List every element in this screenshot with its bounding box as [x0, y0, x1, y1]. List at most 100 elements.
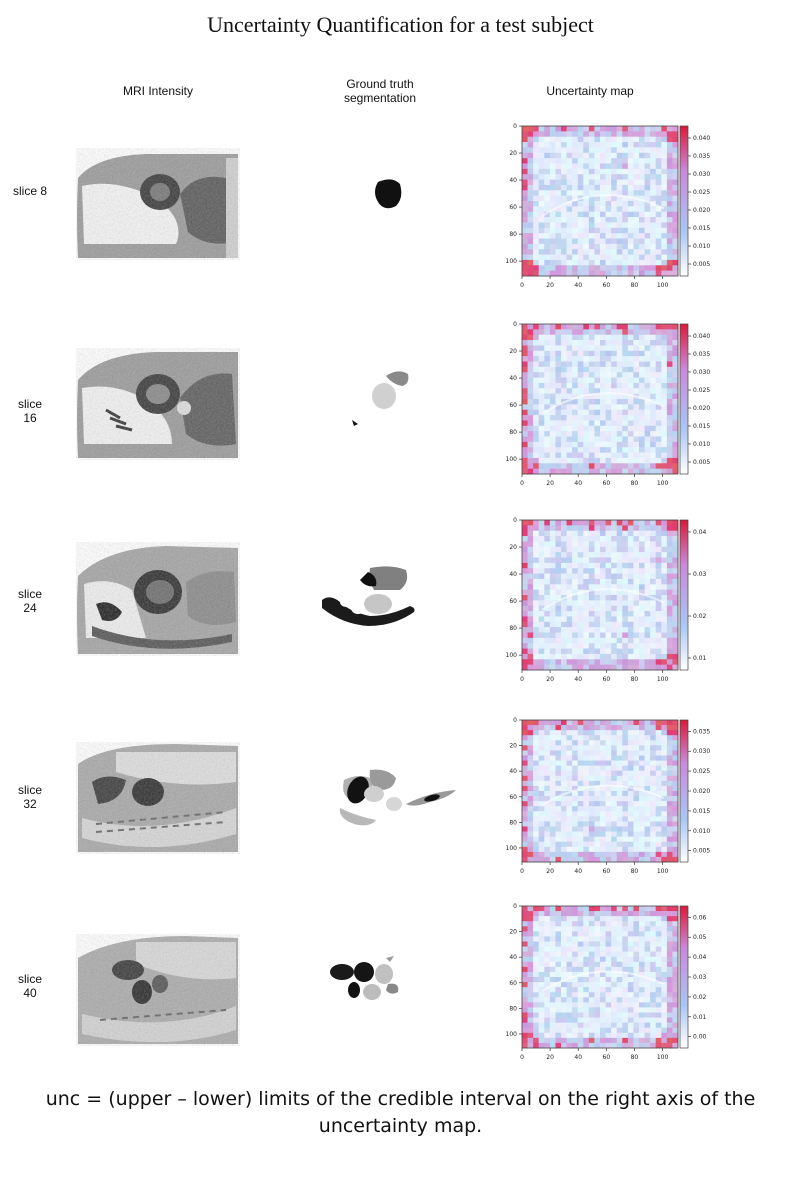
row-label-line2: 40 [23, 986, 37, 1000]
heatmap-cell [672, 621, 679, 628]
heatmap-cell [639, 1032, 645, 1039]
heatmap-cell [555, 184, 562, 191]
heatmap-cell [555, 447, 562, 453]
heatmap-cell [538, 811, 545, 817]
heatmap-cell [577, 525, 584, 532]
heatmap-cell [661, 841, 668, 848]
heatmap-cell [555, 821, 562, 827]
heatmap-cell [600, 195, 606, 202]
heatmap-cell [666, 350, 673, 357]
heatmap-cell [605, 238, 612, 245]
heatmap-cell [672, 382, 679, 389]
heatmap-cell [594, 168, 601, 175]
heatmap-cell [600, 745, 606, 751]
heatmap-cell [549, 366, 556, 373]
heatmap-cell [572, 961, 579, 968]
heatmap-cell [566, 152, 573, 159]
heatmap-cell [622, 436, 629, 443]
heatmap-cell [544, 366, 551, 373]
heatmap-cell [605, 452, 612, 459]
heatmap-cell [522, 791, 528, 797]
heatmap-cell [561, 557, 567, 564]
heatmap-cell [572, 841, 579, 848]
heatmap-cells [522, 520, 679, 671]
heatmap-cell [544, 399, 551, 405]
heatmap-cell [644, 971, 651, 978]
heatmap-cell [616, 530, 623, 537]
heatmap-cell [644, 956, 651, 963]
heatmap-cell [622, 750, 629, 756]
heatmap-cell [566, 926, 573, 932]
heatmap-cell [633, 233, 640, 239]
heatmap-cell [566, 190, 573, 196]
heatmap-cell [627, 831, 634, 837]
heatmap-cell [544, 265, 551, 271]
heatmap-cell [644, 227, 651, 234]
heatmap-cell [555, 841, 562, 848]
heatmap-cell [583, 536, 590, 542]
heatmap-cell [527, 126, 534, 132]
heatmap-cell [522, 152, 528, 159]
heatmap-cell [627, 361, 634, 368]
figure-title: Uncertainty Quantification for a test su… [207, 12, 594, 37]
heatmap-cell [594, 152, 601, 159]
heatmap-cell [633, 573, 640, 580]
uncertainty-map-slice-40: 0 20 40 60 80 1000204060801000.060.050.040.03… [506, 903, 707, 1061]
heatmap-cell [583, 541, 590, 548]
heatmap-cell [527, 720, 534, 726]
heatmap-cell [672, 785, 679, 792]
heatmap-cell [600, 457, 606, 464]
heatmap-cell [633, 627, 640, 633]
heatmap-cell [611, 541, 618, 548]
heatmap-cell [644, 399, 651, 405]
heatmap-cell [600, 806, 606, 812]
heatmap-cell [605, 770, 612, 777]
heatmap-cell [572, 589, 579, 596]
heatmap-cell [527, 791, 534, 797]
heatmap-cell [611, 377, 618, 384]
x-tick-label: 20 [546, 480, 554, 487]
heatmap-cell [572, 785, 579, 792]
heatmap-cell [627, 931, 634, 937]
heatmap-cell [605, 578, 612, 585]
heatmap-cell [622, 997, 629, 1003]
heatmap-cell [672, 906, 679, 912]
heatmap-cell [549, 740, 556, 746]
heatmap-cell [538, 821, 545, 827]
heatmap-cell [572, 249, 579, 255]
heatmap-cell [527, 961, 534, 968]
heatmap-cell [533, 906, 540, 912]
heatmap-cell [661, 222, 668, 229]
heatmap-cell [527, 966, 534, 973]
heatmap-cell [538, 388, 545, 394]
heatmap-cell [605, 992, 612, 998]
heatmap-cell [605, 147, 612, 154]
heatmap-cell [522, 557, 528, 564]
heatmap-cell [522, 720, 528, 726]
heatmap-cell [622, 578, 629, 585]
heatmap-cell [616, 740, 623, 746]
heatmap-cell [605, 557, 612, 564]
heatmap-cell [527, 1027, 534, 1034]
heatmap-cell [644, 377, 651, 384]
heatmap-cell [627, 525, 634, 532]
heatmap-cell [600, 836, 606, 843]
heatmap-cell [661, 356, 668, 362]
heatmap-cell [561, 653, 567, 660]
heatmap-cell [616, 452, 623, 459]
heatmap-cell [588, 653, 595, 660]
heatmap-cell [661, 611, 668, 617]
mri-panel-slice-32 [76, 742, 240, 854]
heatmap-cell [533, 163, 540, 170]
heatmap-cell [549, 562, 556, 569]
heatmap-cell [588, 541, 595, 548]
heatmap-cell [594, 735, 601, 741]
heatmap-cell [538, 780, 545, 787]
heatmap-cell [522, 222, 528, 229]
heatmap-cell [627, 420, 634, 427]
heatmap-cell [594, 826, 601, 832]
heatmap-cell [655, 735, 662, 741]
heatmap-cell [583, 206, 590, 213]
heatmap-cell [583, 801, 590, 807]
heatmap-cell [544, 415, 551, 421]
